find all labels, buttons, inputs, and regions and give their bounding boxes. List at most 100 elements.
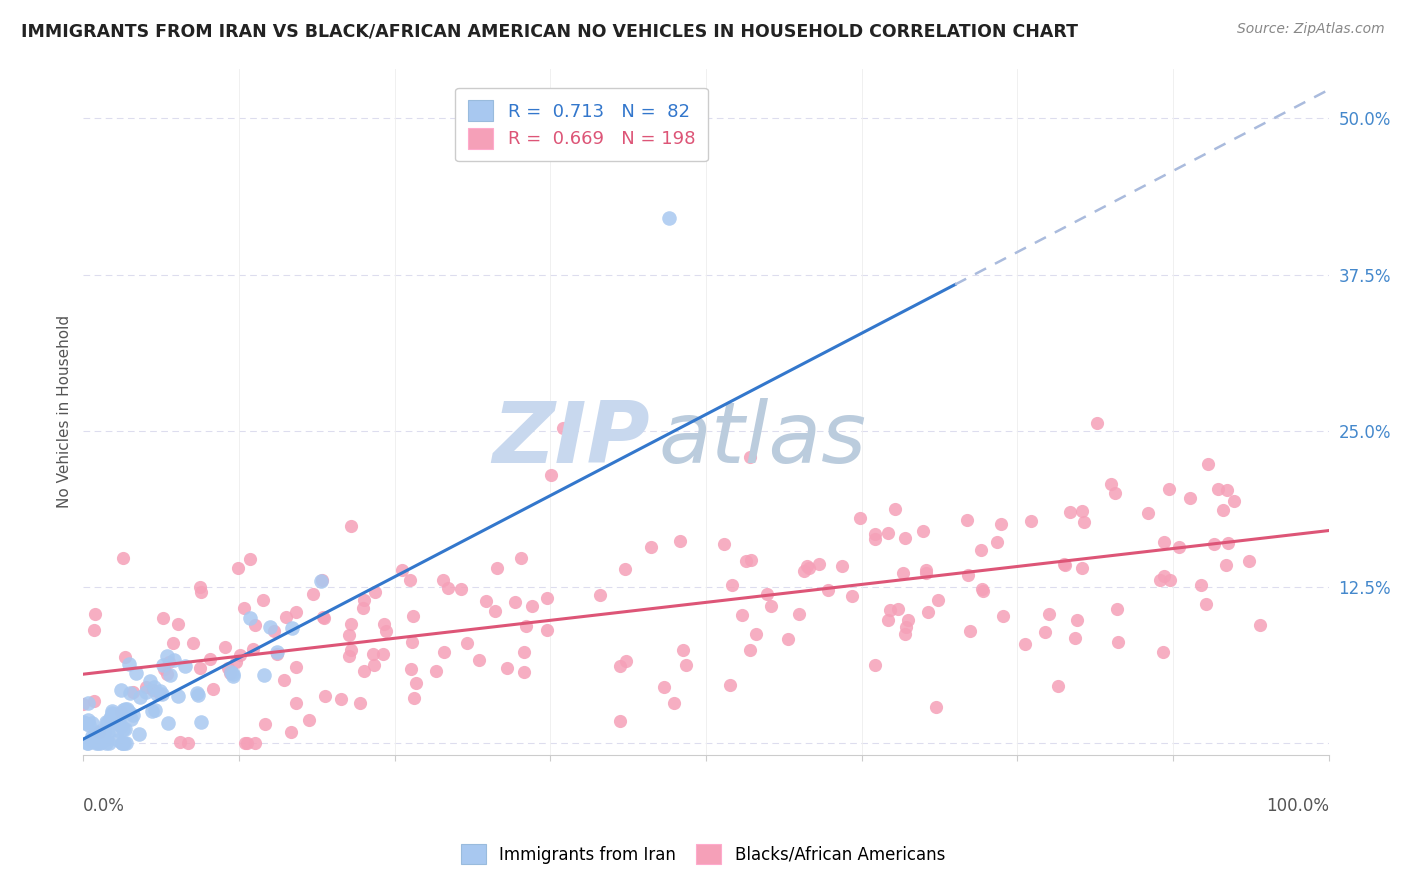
- Point: [1159, 573, 1181, 587]
- Point: [96, 716, 118, 731]
- Point: [263, 624, 285, 639]
- Point: [391, 563, 413, 577]
- Point: [242, 641, 264, 656]
- Point: [510, 550, 533, 565]
- Point: [110, 683, 132, 698]
- Point: [93, 731, 115, 746]
- Point: [1059, 505, 1081, 519]
- Point: [118, 705, 141, 719]
- Point: [101, 707, 124, 722]
- Point: [100, 706, 122, 721]
- Point: [353, 593, 375, 607]
- Point: [1189, 577, 1212, 591]
- Point: [173, 659, 195, 673]
- Point: [1137, 506, 1160, 520]
- Point: [84, 736, 107, 750]
- Point: [91, 726, 114, 740]
- Point: [129, 690, 152, 704]
- Point: [152, 611, 174, 625]
- Point: [468, 653, 491, 667]
- Point: [214, 640, 236, 654]
- Point: [105, 716, 128, 731]
- Point: [540, 467, 562, 482]
- Legend: Immigrants from Iran, Blacks/African Americans: Immigrants from Iran, Blacks/African Ame…: [454, 838, 952, 871]
- Point: [912, 524, 935, 538]
- Point: [115, 736, 138, 750]
- Point: [993, 608, 1015, 623]
- Point: [243, 736, 266, 750]
- Point: [110, 736, 132, 750]
- Point: [285, 697, 308, 711]
- Text: 0.0%: 0.0%: [83, 797, 125, 814]
- Point: [1216, 536, 1239, 550]
- Point: [1249, 617, 1271, 632]
- Point: [972, 582, 994, 597]
- Point: [863, 526, 886, 541]
- Point: [486, 560, 509, 574]
- Point: [239, 551, 262, 566]
- Point: [1223, 494, 1246, 508]
- Point: [662, 696, 685, 710]
- Point: [190, 585, 212, 599]
- Point: [222, 667, 245, 681]
- Point: [337, 628, 360, 642]
- Point: [756, 587, 779, 601]
- Point: [121, 685, 143, 699]
- Point: [735, 553, 758, 567]
- Point: [73, 716, 96, 731]
- Point: [128, 727, 150, 741]
- Point: [101, 705, 124, 719]
- Point: [399, 662, 422, 676]
- Point: [456, 636, 478, 650]
- Point: [110, 706, 132, 720]
- Point: [253, 668, 276, 682]
- Point: [894, 619, 917, 633]
- Point: [731, 608, 754, 623]
- Point: [229, 648, 252, 663]
- Point: [159, 667, 181, 681]
- Point: [915, 566, 938, 580]
- Point: [669, 533, 692, 548]
- Point: [312, 610, 335, 624]
- Point: [745, 627, 768, 641]
- Point: [914, 563, 936, 577]
- Point: [1064, 631, 1087, 645]
- Point: [740, 553, 762, 567]
- Point: [243, 618, 266, 632]
- Point: [188, 660, 211, 674]
- Point: [425, 665, 447, 679]
- Point: [96, 732, 118, 747]
- Text: ZIP: ZIP: [492, 398, 650, 481]
- Point: [112, 551, 135, 566]
- Point: [76, 736, 98, 750]
- Point: [101, 708, 124, 723]
- Point: [314, 690, 336, 704]
- Point: [831, 559, 853, 574]
- Point: [135, 680, 157, 694]
- Point: [330, 692, 353, 706]
- Point: [198, 651, 221, 665]
- Point: [221, 669, 243, 683]
- Point: [125, 665, 148, 680]
- Point: [512, 665, 534, 679]
- Point: [375, 624, 398, 638]
- Point: [1047, 679, 1070, 693]
- Point: [181, 636, 204, 650]
- Point: [118, 686, 141, 700]
- Point: [80, 716, 103, 731]
- Point: [233, 601, 256, 615]
- Point: [1038, 607, 1060, 621]
- Point: [399, 574, 422, 588]
- Point: [721, 578, 744, 592]
- Point: [190, 714, 212, 729]
- Point: [77, 696, 100, 710]
- Point: [652, 680, 675, 694]
- Point: [108, 711, 131, 725]
- Point: [177, 736, 200, 750]
- Point: [83, 726, 105, 740]
- Point: [361, 648, 384, 662]
- Point: [432, 573, 454, 587]
- Point: [1085, 416, 1108, 430]
- Point: [79, 718, 101, 732]
- Point: [141, 682, 163, 697]
